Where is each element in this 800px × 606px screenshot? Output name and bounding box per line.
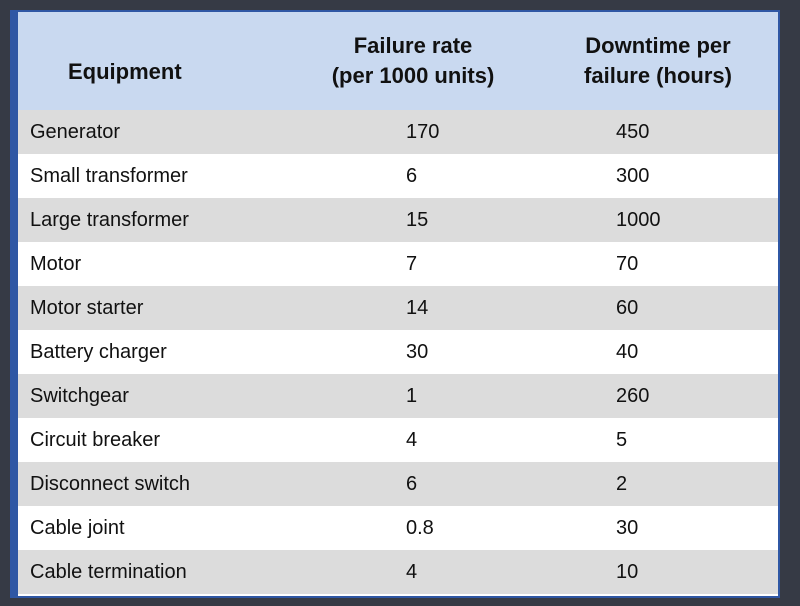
table-row: Battery charger 30 40 xyxy=(18,330,778,374)
cell-downtime: 70 xyxy=(616,252,639,275)
table-header-row: Equipment Failure rate (per 1000 units) … xyxy=(18,12,778,110)
cell-failure-rate: 0.8 xyxy=(406,516,434,539)
cell-downtime: 1000 xyxy=(616,208,661,231)
table-row: Motor starter 14 60 xyxy=(18,286,778,330)
cell-downtime: 40 xyxy=(616,340,639,363)
cell-failure-rate: 170 xyxy=(406,120,440,143)
cell-equipment: Cable termination xyxy=(30,560,187,583)
table-frame: Equipment Failure rate (per 1000 units) … xyxy=(10,10,780,598)
table-row: Small transformer 6 300 xyxy=(18,154,778,198)
cell-equipment: Motor xyxy=(30,252,82,275)
table-body: Generator 170 450 Small transformer 6 300 Larg… xyxy=(18,110,778,594)
cell-failure-rate: 6 xyxy=(406,472,418,495)
cell-equipment: Switchgear xyxy=(30,384,129,407)
cell-equipment: Small transformer xyxy=(30,164,188,187)
table-row: Cable joint 0.8 30 xyxy=(18,506,778,550)
cell-failure-rate: 6 xyxy=(406,164,418,187)
cell-downtime: 260 xyxy=(616,384,650,407)
cell-downtime: 60 xyxy=(616,296,639,319)
header-failure-rate: Failure rate (per 1000 units) xyxy=(331,33,495,88)
cell-failure-rate: 1 xyxy=(406,384,418,407)
cell-downtime: 10 xyxy=(616,560,639,583)
left-accent-bar xyxy=(12,12,18,596)
cell-failure-rate: 4 xyxy=(406,560,418,583)
header-downtime: Downtime per failure (hours) xyxy=(584,33,732,88)
cell-equipment: Disconnect switch xyxy=(30,472,191,495)
table-row: Motor 7 70 xyxy=(18,242,778,286)
table-row: Large transformer 15 1000 xyxy=(18,198,778,242)
cell-equipment: Large transformer xyxy=(30,208,189,231)
cell-equipment: Circuit breaker xyxy=(30,428,161,451)
cell-failure-rate: 14 xyxy=(406,296,429,319)
cell-downtime: 2 xyxy=(616,472,628,495)
cell-downtime: 450 xyxy=(616,120,650,143)
cell-equipment: Motor starter xyxy=(30,296,144,319)
cell-failure-rate: 15 xyxy=(406,208,429,231)
cell-equipment: Battery charger xyxy=(30,340,167,363)
cell-equipment: Cable joint xyxy=(30,516,125,539)
cell-failure-rate: 4 xyxy=(406,428,418,451)
table-row: Switchgear 1 260 xyxy=(18,374,778,418)
equipment-failure-table: Equipment Failure rate (per 1000 units) … xyxy=(18,12,778,594)
header-equipment: Equipment xyxy=(68,59,182,84)
cell-failure-rate: 7 xyxy=(406,252,418,275)
cell-failure-rate: 30 xyxy=(406,340,429,363)
cell-downtime: 30 xyxy=(616,516,639,539)
cell-downtime: 5 xyxy=(616,428,628,451)
cell-downtime: 300 xyxy=(616,164,650,187)
table-row: Disconnect switch 6 2 xyxy=(18,462,778,506)
table-row: Circuit breaker 4 5 xyxy=(18,418,778,462)
table-row: Cable termination 4 10 xyxy=(18,550,778,594)
cell-equipment: Generator xyxy=(30,120,121,143)
table-row: Generator 170 450 xyxy=(18,110,778,154)
